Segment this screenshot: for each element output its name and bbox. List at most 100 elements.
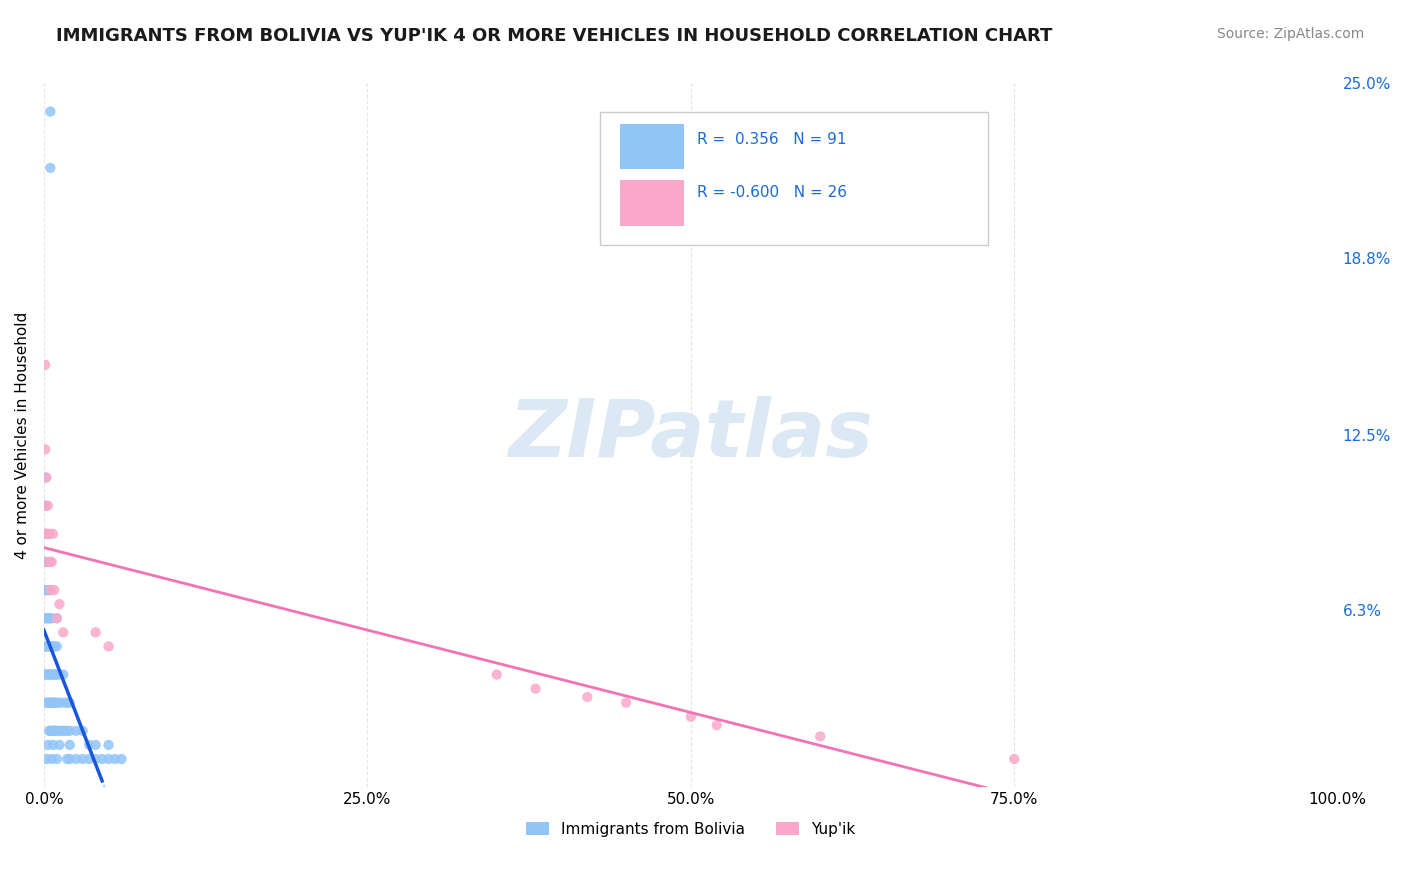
Point (38, 526, 60, 541)
Point (34, 358, 56, 372)
Point (56, 723, 79, 738)
Point (38, 667, 60, 681)
Point (45, 723, 67, 738)
Point (37, 640, 59, 654)
Point (44, 723, 66, 738)
Point (39, 611, 62, 625)
Point (48, 723, 70, 738)
Point (39, 555, 62, 569)
FancyBboxPatch shape (600, 112, 988, 245)
Point (524, 681, 547, 696)
Point (52, 625, 75, 640)
Point (52, 723, 75, 738)
Point (34, 640, 56, 654)
Point (59, 696, 82, 710)
Point (84, 738, 107, 752)
Point (1002, 752, 1025, 766)
Point (34, 499, 56, 513)
Point (41, 696, 63, 710)
Point (52, 723, 75, 738)
Point (52, 667, 75, 681)
Point (35, 555, 58, 569)
FancyBboxPatch shape (620, 124, 685, 169)
Point (44, 696, 66, 710)
Point (48, 696, 70, 710)
Point (38, 611, 60, 625)
Point (56, 696, 79, 710)
Point (39, 104, 62, 119)
Point (39, 723, 62, 738)
Point (37, 738, 59, 752)
Point (42, 723, 65, 738)
Point (35, 470, 58, 484)
Point (41, 723, 63, 738)
FancyBboxPatch shape (620, 180, 685, 226)
Legend: Immigrants from Bolivia, Yup'ik: Immigrants from Bolivia, Yup'ik (520, 815, 862, 843)
Point (48, 667, 70, 681)
Point (39, 696, 62, 710)
Point (41, 752, 63, 766)
Point (97, 640, 120, 654)
Point (97, 738, 120, 752)
Point (38, 583, 60, 598)
Point (41, 667, 63, 681)
Point (45, 611, 67, 625)
Point (48, 738, 70, 752)
Point (59, 752, 82, 766)
Point (34, 611, 56, 625)
Point (45, 752, 67, 766)
Point (35, 583, 58, 598)
Point (39, 667, 62, 681)
Point (45, 667, 67, 681)
Point (42, 696, 65, 710)
Point (35, 752, 58, 766)
Point (72, 723, 94, 738)
Point (35, 696, 58, 710)
Point (35, 611, 58, 625)
Point (44, 667, 66, 681)
Point (44, 723, 66, 738)
Point (34, 555, 56, 569)
Point (37, 583, 59, 598)
Point (39, 583, 62, 598)
Point (37, 555, 59, 569)
Y-axis label: 4 or more Vehicles in Household: 4 or more Vehicles in Household (15, 311, 30, 559)
Point (706, 718, 728, 732)
Point (45, 611, 67, 625)
Text: R = -0.600   N = 26: R = -0.600 N = 26 (697, 185, 848, 200)
Point (59, 723, 82, 738)
Point (39, 583, 62, 598)
Point (34, 583, 56, 598)
Text: ZIPatlas: ZIPatlas (509, 396, 873, 475)
Point (97, 752, 120, 766)
Point (42, 738, 65, 752)
Point (34, 442, 56, 457)
Point (91, 752, 114, 766)
Point (35, 526, 58, 541)
Point (34, 470, 56, 484)
Point (35, 526, 58, 541)
Point (72, 752, 94, 766)
Point (35, 667, 58, 681)
Point (37, 667, 59, 681)
Point (77, 752, 100, 766)
Point (52, 696, 75, 710)
Point (37, 499, 59, 513)
Point (42, 640, 65, 654)
Point (44, 583, 66, 598)
Point (44, 667, 66, 681)
Point (45, 640, 67, 654)
Point (84, 752, 107, 766)
Point (37, 696, 59, 710)
Point (38, 696, 60, 710)
Point (34, 526, 56, 541)
Point (84, 625, 107, 640)
Point (77, 738, 100, 752)
Point (42, 667, 65, 681)
Point (576, 690, 599, 704)
Point (41, 640, 63, 654)
Point (34, 667, 56, 681)
Point (35, 640, 58, 654)
Point (39, 555, 62, 569)
Point (44, 640, 66, 654)
